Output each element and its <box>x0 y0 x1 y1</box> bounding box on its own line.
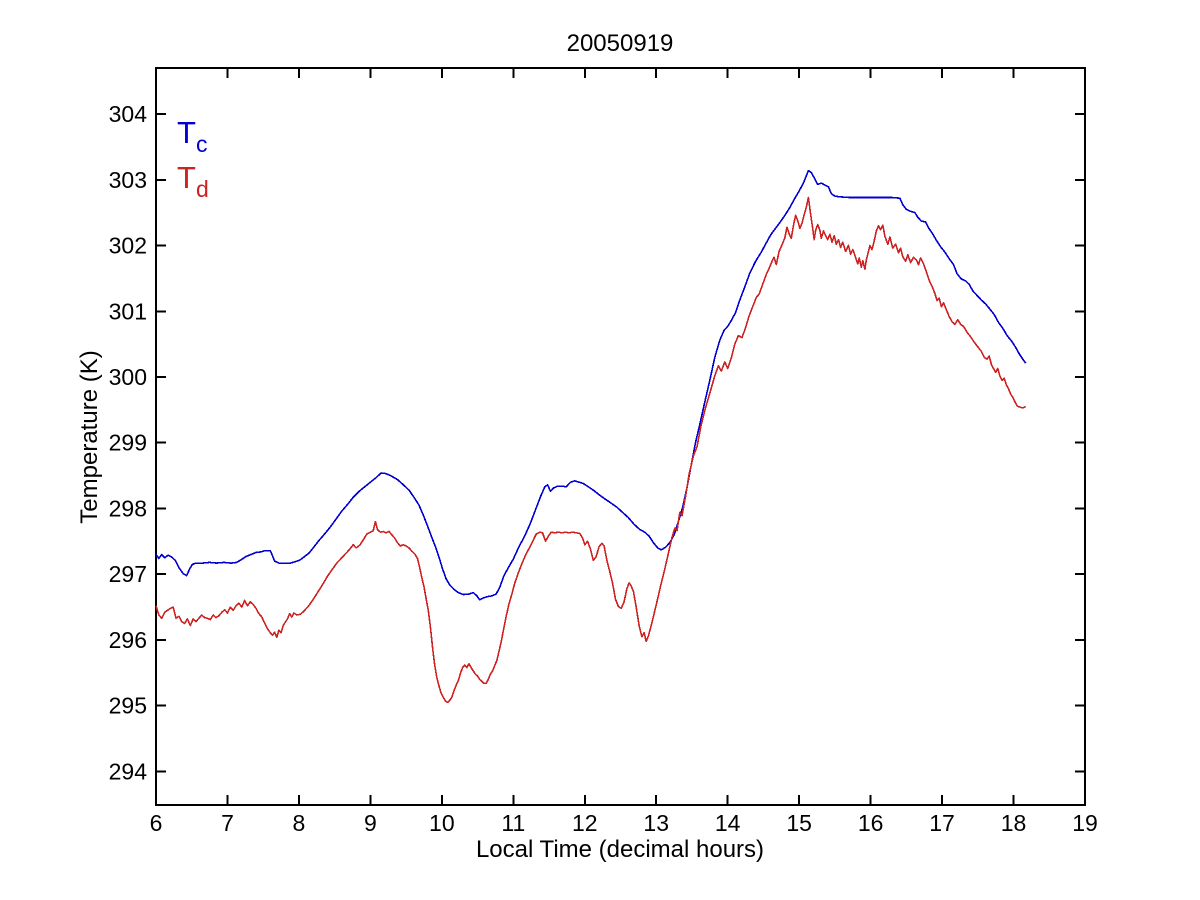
x-tick-label: 10 <box>429 810 455 836</box>
y-tick-label: 303 <box>109 167 147 193</box>
axes-layer: 6 7 8 9 10 11 12 13 14 15 16 17 18 19 294 295 296 297 298 2… <box>109 67 1098 836</box>
x-tick-label: 19 <box>1072 810 1098 836</box>
x-tick-label: 16 <box>858 810 884 836</box>
x-tick-label: 15 <box>786 810 812 836</box>
y-tick-label: 294 <box>109 758 148 784</box>
x-tick-label: 18 <box>1001 810 1027 836</box>
x-tick-label: 12 <box>572 810 598 836</box>
legend-label-Td: Td <box>177 160 209 202</box>
x-tick-label: 14 <box>715 810 741 836</box>
series-line-Tc <box>155 169 1027 601</box>
y-axis-label: Temperature (K) <box>76 350 103 523</box>
y-tick-label: 302 <box>109 233 147 259</box>
x-tick-label: 8 <box>293 810 306 836</box>
chart-title: 20050919 <box>567 30 674 57</box>
series-line-Td <box>155 196 1027 704</box>
x-tick-label: 11 <box>501 810 525 836</box>
x-tick-label: 13 <box>643 810 669 836</box>
x-axis-label: Local Time (decimal hours) <box>476 836 764 863</box>
legend-subscript-Td: d <box>196 176 209 202</box>
plot-box <box>155 67 1086 806</box>
y-tick-label: 300 <box>109 364 147 390</box>
x-tick-label: 9 <box>364 810 377 836</box>
x-tick-label: 7 <box>221 810 234 836</box>
legend-subscript-Tc: c <box>196 131 208 157</box>
legend-label-Tc: Tc <box>177 115 207 157</box>
y-tick-label: 301 <box>109 298 147 324</box>
y-tick-label: 297 <box>109 561 147 587</box>
y-tick-label: 295 <box>109 693 147 719</box>
y-tick-label: 299 <box>109 430 147 456</box>
series-layer <box>155 169 1027 704</box>
y-tick-label: 296 <box>109 627 147 653</box>
x-tick-label: 6 <box>150 810 163 836</box>
y-tick-label: 298 <box>109 495 147 521</box>
y-tick-label: 304 <box>109 101 148 127</box>
x-tick-label: 17 <box>929 810 955 836</box>
